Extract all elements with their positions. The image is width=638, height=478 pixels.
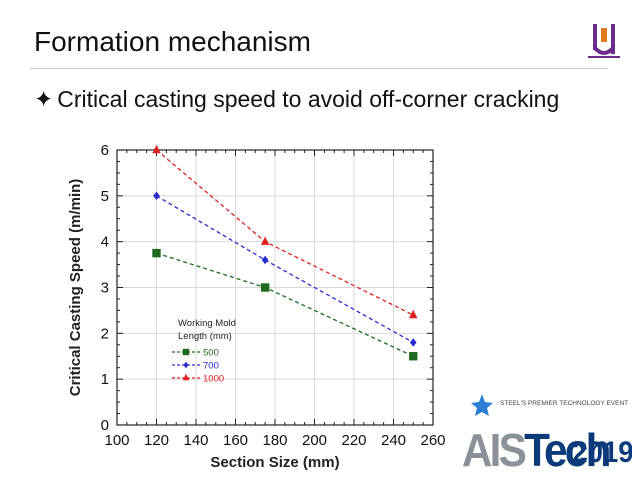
slide-title: Formation mechanism bbox=[34, 26, 311, 57]
y-tick-label: 6 bbox=[101, 142, 109, 159]
star-icon bbox=[471, 394, 493, 416]
x-tick-label: 120 bbox=[144, 432, 169, 449]
data-point-700 bbox=[409, 338, 417, 347]
y-tick-label: 2 bbox=[101, 325, 109, 342]
x-tick-label: 260 bbox=[420, 432, 445, 449]
bullet-text: Critical casting speed to avoid off-corn… bbox=[57, 86, 560, 112]
legend-marker-500 bbox=[182, 348, 190, 356]
data-point-700 bbox=[153, 191, 160, 201]
y-tick-label: 1 bbox=[101, 371, 109, 388]
x-tick-label: 140 bbox=[183, 432, 208, 449]
title-divider bbox=[30, 68, 608, 69]
x-tick-label: 180 bbox=[262, 432, 287, 449]
x-tick-label: 200 bbox=[302, 432, 327, 449]
bullet-point: ✦ Critical casting speed to avoid off-cor… bbox=[34, 86, 559, 113]
data-point-500 bbox=[260, 283, 270, 292]
series-line-1000 bbox=[156, 149, 414, 316]
y-tick-label: 4 bbox=[101, 234, 109, 251]
y-tick-label: 0 bbox=[101, 417, 109, 434]
university-logo-icon bbox=[588, 24, 620, 58]
event-name: AISTech bbox=[462, 425, 610, 474]
legend-title-line2: Length (mm) bbox=[178, 331, 232, 342]
legend-label-1000: 1000 bbox=[203, 374, 224, 385]
casting-speed-chart: 100 120 140 160 180 200 220 240 260 0 1 2 3 4 5 6 Sectio… bbox=[67, 142, 445, 471]
star-bullet-icon: ✦ bbox=[34, 86, 54, 112]
data-point-500 bbox=[409, 352, 418, 361]
x-axis-label: Section Size (mm) bbox=[210, 454, 339, 471]
x-tick-label: 240 bbox=[381, 432, 406, 449]
data-point-1000 bbox=[409, 309, 418, 319]
event-year: 2019 bbox=[572, 436, 632, 469]
legend-marker-700 bbox=[183, 361, 189, 369]
aistech-logo: STEEL'S PREMIER TECHNOLOGY EVENT AISTech… bbox=[462, 394, 632, 474]
legend-label-700: 700 bbox=[203, 361, 219, 372]
data-point-1000 bbox=[260, 236, 270, 245]
event-name-a: AIS bbox=[462, 425, 526, 474]
event-name-b: Tech bbox=[524, 425, 609, 474]
x-tick-label: 100 bbox=[104, 432, 129, 449]
y-tick-label: 3 bbox=[101, 280, 109, 297]
event-tagline: STEEL'S PREMIER TECHNOLOGY EVENT bbox=[500, 400, 628, 407]
data-point-700 bbox=[261, 255, 269, 265]
y-axis-label: Critical Casting Speed (m/min) bbox=[67, 179, 84, 397]
y-tick-label: 5 bbox=[101, 188, 109, 205]
x-tick-label: 220 bbox=[341, 432, 366, 449]
x-tick-label: 160 bbox=[223, 432, 248, 449]
data-point-1000 bbox=[152, 144, 161, 154]
data-point-500 bbox=[152, 248, 161, 258]
legend-marker-1000 bbox=[182, 373, 190, 381]
legend-title-line1: Working Mold bbox=[178, 318, 236, 329]
legend-label-500: 500 bbox=[203, 348, 219, 359]
